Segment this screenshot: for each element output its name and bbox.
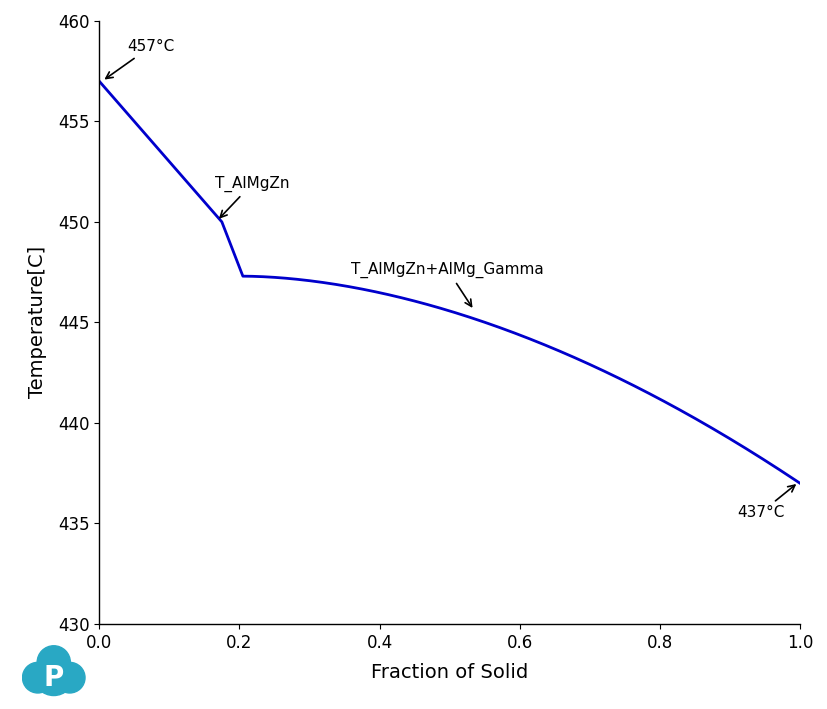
Circle shape [22,662,53,693]
Text: 437°C: 437°C [737,485,795,520]
Text: T_AlMgZn+AlMg_Gamma: T_AlMgZn+AlMg_Gamma [351,262,544,306]
X-axis label: Fraction of Solid: Fraction of Solid [371,663,528,682]
Bar [32,670,75,684]
Circle shape [33,654,74,696]
Text: P: P [44,664,64,692]
Circle shape [37,646,70,679]
Text: 457°C: 457°C [106,39,174,79]
Circle shape [55,662,85,693]
Y-axis label: Temperature[C]: Temperature[C] [28,246,47,398]
Text: T_AlMgZn: T_AlMgZn [215,176,289,218]
